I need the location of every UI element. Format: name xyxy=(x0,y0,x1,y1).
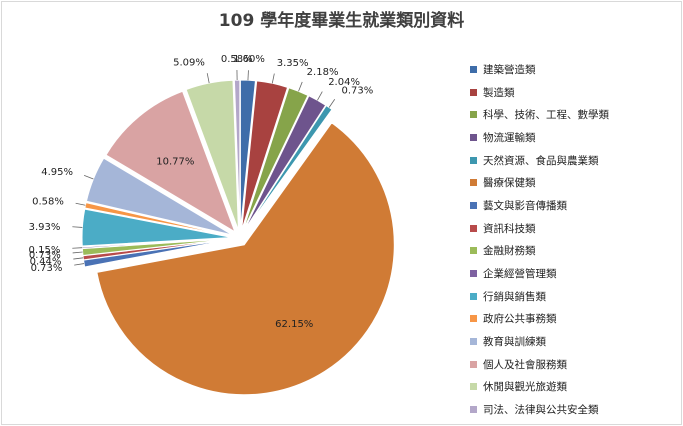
data-label: 3.35% xyxy=(277,58,309,69)
pie-slice xyxy=(243,95,327,232)
data-label: 4.95% xyxy=(41,167,73,178)
legend-swatch xyxy=(470,88,477,96)
legend-item: 資訊科技類 xyxy=(470,217,680,240)
pie-slice xyxy=(84,202,233,237)
legend-label: 物流運輸類 xyxy=(483,131,536,144)
legend-item: 司法、法律與公共安全類 xyxy=(470,398,680,421)
legend-swatch xyxy=(470,224,477,232)
leader-line xyxy=(206,73,210,84)
leader-line xyxy=(83,174,94,180)
leader-line xyxy=(75,202,86,206)
legend-item: 醫療保健類 xyxy=(470,171,680,194)
data-label: 1.60% xyxy=(233,54,265,65)
data-label: 62.15% xyxy=(275,319,313,330)
data-label: 0.15% xyxy=(29,245,61,256)
pie-slice xyxy=(244,104,333,232)
pie-slice xyxy=(96,122,395,396)
chart-title: 109 學年度畢業生就業類別資料 xyxy=(218,11,465,31)
leader-line xyxy=(247,70,249,81)
pie-slice xyxy=(185,79,239,231)
data-label: 0.58% xyxy=(221,54,253,65)
legend-swatch xyxy=(470,156,477,164)
data-label: 2.18% xyxy=(307,67,339,78)
legend-label: 製造類 xyxy=(483,86,515,99)
legend-swatch xyxy=(470,247,477,255)
legend-swatch xyxy=(470,360,477,368)
legend-swatch xyxy=(470,292,477,300)
legend-item: 個人及社會服務類 xyxy=(470,353,680,376)
legend-label: 個人及社會服務類 xyxy=(483,358,567,371)
leader-line xyxy=(73,257,84,260)
leader-line xyxy=(72,226,83,228)
legend-label: 天然資源、食品與農業類 xyxy=(483,154,599,167)
legend-label: 建築營造類 xyxy=(483,63,536,76)
data-label: 0.44% xyxy=(30,257,62,268)
legend-label: 金融財務類 xyxy=(483,245,536,258)
legend-label: 司法、法律與公共安全類 xyxy=(483,404,599,417)
data-label: 0.73% xyxy=(31,263,63,274)
legend-item: 科學、技術、工程、數學類 xyxy=(470,103,680,126)
legend-item: 教育與訓練類 xyxy=(470,330,680,353)
legend-swatch xyxy=(470,111,477,119)
pie-slice xyxy=(85,157,233,236)
leader-line xyxy=(271,73,275,84)
legend-swatch xyxy=(470,65,477,73)
legend-swatch xyxy=(470,201,477,209)
chart-legend: 建築營造類製造類科學、技術、工程、數學類 物流運輸類天然資源、食品與農業類 醫療保健… xyxy=(470,58,680,421)
leader-line xyxy=(298,81,303,92)
legend-item: 製造類 xyxy=(470,81,680,104)
legend-swatch xyxy=(470,406,477,414)
legend-swatch xyxy=(470,338,477,346)
legend-swatch xyxy=(470,270,477,278)
data-label: 10.77% xyxy=(156,156,194,167)
data-label: 0.58% xyxy=(32,197,64,208)
legend-label: 教育與訓練類 xyxy=(483,336,546,349)
legend-item: 休閒與觀光旅遊類 xyxy=(470,376,680,399)
legend-item: 藝文與影音傳播類 xyxy=(470,194,680,217)
leader-line xyxy=(74,263,85,266)
legend-item: 建築營造類 xyxy=(470,58,680,81)
data-label: 0.73% xyxy=(29,250,61,261)
pie-slice xyxy=(105,90,236,234)
legend-item: 天然資源、食品與農業類 xyxy=(470,149,680,172)
legend-label: 醫療保健類 xyxy=(483,177,536,190)
legend-label: 休閒與觀光旅遊類 xyxy=(483,381,567,394)
legend-swatch xyxy=(470,383,477,391)
leader-line xyxy=(328,99,336,108)
legend-label: 企業經營管理類 xyxy=(483,268,557,281)
legend-label: 政府公共事務類 xyxy=(483,313,557,326)
data-label: 0.73% xyxy=(342,85,374,96)
legend-item: 企業經營管理類 xyxy=(470,262,680,285)
data-label: 2.04% xyxy=(328,77,360,88)
data-label: 3.93% xyxy=(29,222,61,233)
leader-line xyxy=(317,91,323,101)
legend-item: 政府公共事務類 xyxy=(470,308,680,331)
leader-line xyxy=(72,247,83,249)
data-label: 5.09% xyxy=(173,57,205,68)
legend-swatch xyxy=(470,133,477,141)
legend-item: 行銷與銷售類 xyxy=(470,285,680,308)
leader-line xyxy=(72,251,83,254)
legend-swatch xyxy=(470,179,477,187)
pie-slice xyxy=(81,208,233,247)
legend-label: 科學、技術、工程、數學類 xyxy=(483,109,609,122)
legend-label: 藝文與影音傳播類 xyxy=(483,199,567,212)
legend-label: 資訊科技類 xyxy=(483,222,536,235)
legend-swatch xyxy=(470,315,477,323)
legend-item: 金融財務類 xyxy=(470,240,680,263)
legend-item: 物流運輸類 xyxy=(470,126,680,149)
legend-label: 行銷與銷售類 xyxy=(483,290,546,303)
